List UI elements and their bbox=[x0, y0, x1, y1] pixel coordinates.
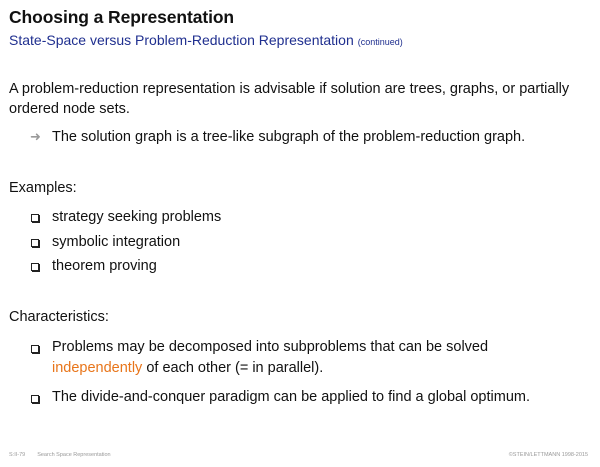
examples-heading: Examples: bbox=[9, 180, 77, 196]
slide-title: Choosing a Representation bbox=[9, 7, 235, 27]
list-item: strategy seeking problems bbox=[30, 207, 221, 232]
list-item-text: theorem proving bbox=[52, 258, 157, 274]
list-item-text: symbolic integration bbox=[52, 233, 181, 250]
list-item: symbolic integration bbox=[30, 232, 221, 257]
square-bullet-icon bbox=[31, 263, 39, 271]
slide-ref: S:II-79 bbox=[9, 452, 26, 458]
highlighted-term: independently bbox=[52, 360, 143, 376]
list-item: theorem proving bbox=[30, 256, 221, 281]
section-name: Search Space Representation bbox=[37, 452, 111, 458]
examples-list: strategy seeking problems symbolic integ… bbox=[30, 207, 221, 281]
subtitle-text: State-Space versus Problem-Reduction Rep… bbox=[9, 32, 354, 48]
subtitle-note: (continued) bbox=[357, 37, 403, 47]
square-bullet-icon bbox=[31, 395, 39, 403]
footer-left: S:II-79 Search Space Representation bbox=[9, 452, 111, 458]
square-bullet-icon bbox=[31, 214, 39, 222]
characteristics-list: Problems may be decomposed into subprobl… bbox=[30, 337, 590, 416]
square-bullet-icon bbox=[31, 345, 39, 353]
list-item-text: The divide-and-conquer paradigm can be a… bbox=[52, 389, 530, 405]
characteristics-heading: Characteristics: bbox=[9, 309, 109, 325]
list-item-text: strategy seeking problems bbox=[52, 209, 222, 225]
square-bullet-icon bbox=[31, 238, 39, 247]
list-item-text-continued: of each other (= in parallel). bbox=[142, 360, 324, 376]
list-item: Problems may be decomposed into subprobl… bbox=[30, 337, 590, 379]
list-item: The divide-and-conquer paradigm can be a… bbox=[30, 387, 590, 408]
slide-subtitle: State-Space versus Problem-Reduction Rep… bbox=[9, 32, 403, 48]
list-item-text: Problems may be decomposed into subprobl… bbox=[52, 339, 489, 355]
arrow-right-icon: ➜ bbox=[30, 130, 41, 145]
arrow-item-text: The solution graph is a tree-like subgra… bbox=[52, 129, 526, 145]
arrow-item: ➜ The solution graph is a tree-like subgr… bbox=[30, 127, 525, 148]
copyright: ©STEIN/LETTMANN 1998-2015 bbox=[508, 452, 588, 458]
intro-paragraph: A problem-reduction representation is ad… bbox=[9, 81, 570, 117]
